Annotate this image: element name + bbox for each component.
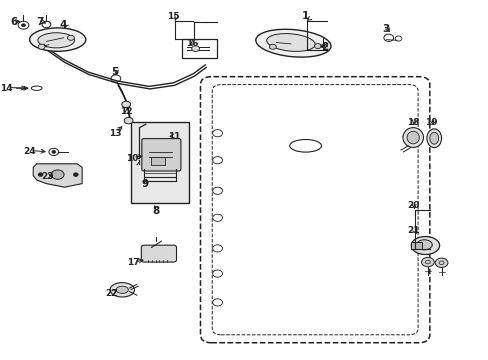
Text: 18: 18 bbox=[406, 118, 419, 127]
Text: 15: 15 bbox=[167, 12, 180, 21]
Circle shape bbox=[38, 173, 43, 176]
FancyBboxPatch shape bbox=[141, 245, 176, 262]
Text: 14: 14 bbox=[0, 84, 12, 93]
Ellipse shape bbox=[410, 237, 439, 255]
Circle shape bbox=[52, 150, 56, 153]
Ellipse shape bbox=[426, 129, 441, 148]
Circle shape bbox=[67, 35, 74, 40]
Circle shape bbox=[320, 45, 324, 48]
Circle shape bbox=[51, 170, 64, 179]
Ellipse shape bbox=[255, 29, 330, 57]
Circle shape bbox=[122, 101, 130, 108]
Text: 3: 3 bbox=[382, 24, 389, 34]
Circle shape bbox=[73, 173, 78, 176]
Text: 2: 2 bbox=[321, 42, 328, 52]
Text: 19: 19 bbox=[424, 118, 437, 127]
Text: 11: 11 bbox=[167, 132, 180, 141]
Ellipse shape bbox=[402, 128, 423, 148]
Text: 7: 7 bbox=[36, 17, 44, 27]
Ellipse shape bbox=[429, 132, 438, 144]
Circle shape bbox=[38, 44, 45, 49]
Text: 21: 21 bbox=[406, 226, 419, 235]
Text: 22: 22 bbox=[105, 289, 118, 298]
Ellipse shape bbox=[406, 131, 418, 144]
FancyBboxPatch shape bbox=[142, 139, 181, 171]
Bar bbox=[410, 242, 421, 249]
Text: 13: 13 bbox=[108, 129, 121, 138]
Bar bbox=[182, 39, 217, 58]
Circle shape bbox=[191, 46, 199, 51]
Text: 20: 20 bbox=[406, 201, 419, 210]
Ellipse shape bbox=[38, 33, 74, 48]
Text: 4: 4 bbox=[60, 20, 67, 30]
Ellipse shape bbox=[116, 286, 128, 293]
Text: 6: 6 bbox=[10, 17, 17, 27]
Ellipse shape bbox=[266, 33, 315, 51]
Ellipse shape bbox=[29, 28, 86, 51]
Text: 8: 8 bbox=[153, 206, 160, 216]
Circle shape bbox=[269, 44, 276, 49]
Text: 24: 24 bbox=[23, 147, 36, 156]
Text: 9: 9 bbox=[141, 179, 148, 189]
Circle shape bbox=[124, 117, 133, 124]
Text: 5: 5 bbox=[111, 67, 118, 77]
Polygon shape bbox=[33, 164, 82, 187]
Circle shape bbox=[314, 44, 321, 49]
Text: 16: 16 bbox=[185, 39, 198, 48]
Bar bbox=[150, 157, 165, 165]
Text: 1: 1 bbox=[302, 11, 308, 21]
Circle shape bbox=[21, 24, 25, 27]
Text: 23: 23 bbox=[41, 172, 54, 181]
Text: 10: 10 bbox=[125, 154, 138, 163]
Ellipse shape bbox=[416, 240, 431, 250]
Circle shape bbox=[434, 258, 447, 267]
Text: 12: 12 bbox=[120, 107, 132, 116]
Ellipse shape bbox=[110, 283, 134, 297]
Text: 17: 17 bbox=[126, 258, 139, 267]
Bar bbox=[131, 122, 188, 203]
Circle shape bbox=[421, 257, 433, 267]
